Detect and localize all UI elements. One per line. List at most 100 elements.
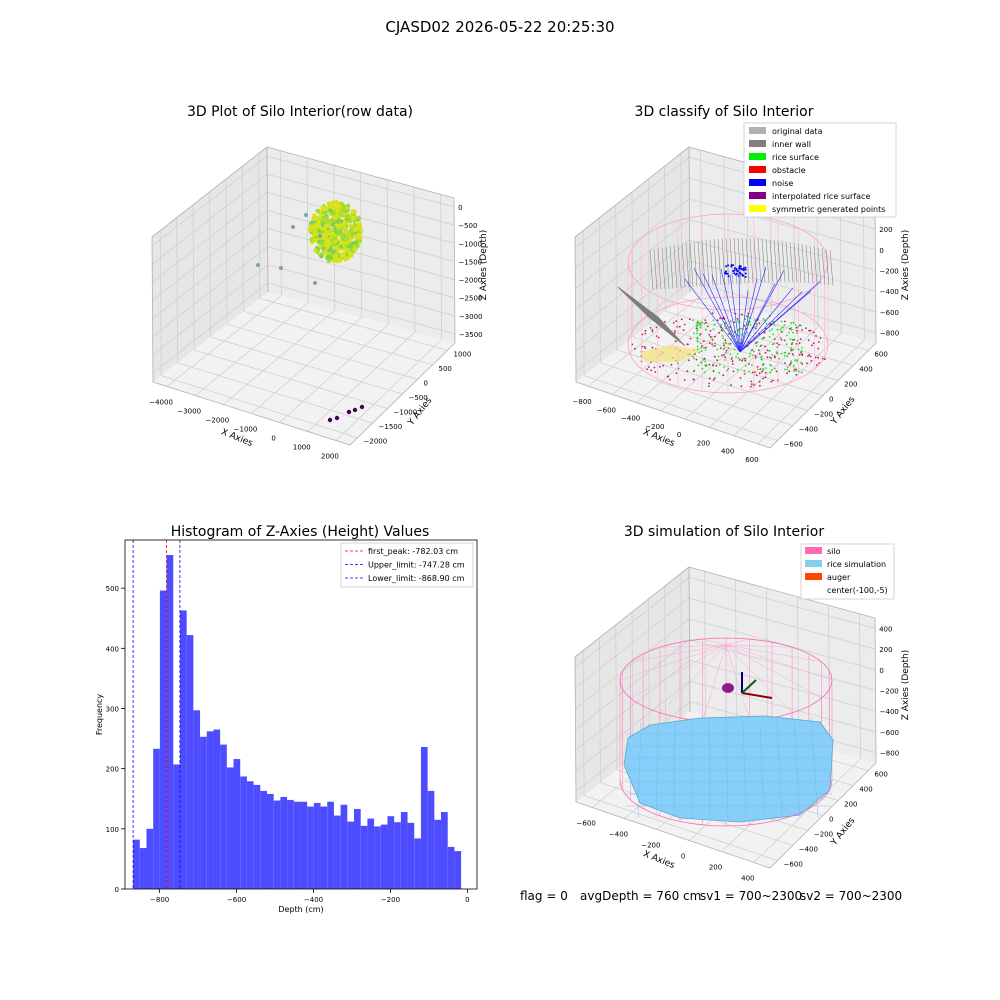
plot3-title: Histogram of Z-Axies (Height) Values — [170, 524, 430, 540]
plot4-title: 3D simulation of Silo Interior — [623, 524, 825, 540]
c1-xtick: −4000 — [149, 399, 173, 407]
c2-interp-point — [724, 356, 727, 359]
c1-point — [344, 229, 349, 235]
c2-interp-point — [758, 322, 761, 324]
avg-depth-text: avgDepth = 760 cm — [580, 889, 702, 903]
c2-rice-point — [750, 349, 753, 352]
c1-grid-y — [259, 298, 448, 351]
c1-outlier — [256, 263, 260, 267]
c2-interp-point — [808, 329, 810, 332]
c1-floor-pane — [153, 292, 455, 445]
c2-noise-point — [730, 264, 733, 266]
c2-interp-point — [817, 356, 819, 359]
c4-rice-mesh — [673, 720, 676, 819]
c1-point — [356, 215, 361, 221]
c2-interp-point — [784, 320, 786, 323]
c2-wall-strand — [801, 244, 806, 283]
c2-rice-point — [744, 364, 747, 367]
c2-interp-point — [733, 321, 736, 324]
c2-rice-point — [699, 326, 702, 329]
c2-rice-point — [765, 322, 768, 325]
y-tick-label: 400 — [106, 645, 119, 653]
c1-point — [346, 248, 351, 254]
c2-interp-point — [732, 363, 734, 365]
c2-interp-point — [789, 363, 791, 366]
c2-ytick: −200 — [814, 411, 833, 419]
y-tick-label: 100 — [106, 826, 119, 834]
c2-rice-point — [700, 346, 703, 349]
c2-rice-point — [794, 359, 796, 362]
c2-grid-y — [665, 310, 854, 366]
c2-noise-ray — [693, 268, 741, 353]
c2-rice-point — [737, 321, 740, 324]
c2-ztick: −400 — [880, 288, 899, 296]
c2-wall-strand — [817, 247, 822, 285]
histogram-bar — [387, 816, 395, 889]
histogram-bar — [447, 846, 455, 889]
c2-wall-strand — [681, 243, 686, 288]
c2-wall-strand — [753, 238, 758, 283]
histogram-bar — [273, 800, 281, 889]
c2-interp-point — [763, 331, 766, 334]
c2-rice-point — [801, 371, 803, 374]
c1-ztick: −1500 — [458, 258, 482, 266]
c2-wall-strand — [653, 249, 658, 290]
histogram-bar — [287, 799, 294, 889]
c2-interp-point — [799, 338, 802, 340]
c2-interp-point — [707, 325, 709, 328]
c2-interp-point — [805, 327, 807, 329]
c2-rice-point — [796, 359, 799, 361]
c2-rice-point — [764, 367, 767, 369]
c1-grid-y — [210, 336, 403, 395]
c2-interp-point — [810, 360, 813, 362]
histogram-bar — [307, 806, 314, 889]
c4-edge-left — [574, 656, 577, 803]
c1-grid-y-left — [225, 179, 228, 325]
histogram-legend-label: Lower_limit: -868.90 cm — [368, 574, 465, 583]
c4-ztick: −800 — [880, 750, 899, 758]
c2-rice-point — [773, 324, 776, 326]
c2-rice-point — [771, 353, 774, 356]
c2-noise-point — [735, 269, 738, 272]
c2-wall-strand — [685, 242, 690, 288]
c2-noise-point — [742, 269, 745, 272]
y-tick-label: 300 — [106, 705, 119, 713]
c2-noise-ray — [702, 273, 741, 353]
c2-noise-point — [732, 264, 735, 267]
c1-point — [313, 248, 318, 253]
c1-xtick: 0 — [271, 435, 275, 443]
c2-rice-point — [745, 357, 747, 360]
c1-outlier — [304, 213, 308, 217]
c2-interp-point — [704, 319, 707, 321]
c2-interp-point — [674, 330, 676, 332]
c2-wall-strand — [713, 239, 718, 286]
flag-text: flag = 0 — [520, 889, 568, 903]
c2-noise-ray — [720, 269, 741, 353]
c2-rice-point — [792, 354, 795, 357]
c2-interp-point — [678, 325, 681, 328]
c2-interp-point — [741, 313, 743, 316]
c2-interp-point — [755, 327, 757, 330]
c2-legend-swatch — [749, 166, 766, 173]
c2-interp-point — [675, 320, 678, 323]
c2-rice-point — [718, 371, 721, 374]
c1-outlier — [279, 266, 283, 270]
c2-interp-point — [784, 362, 786, 364]
c2-rice-point — [724, 359, 726, 361]
c2-interp-point — [806, 362, 808, 365]
histogram-bar — [407, 822, 415, 889]
c1-grid-y-left — [209, 191, 211, 338]
depth-histogram: −800 −600 −400 −200 0 0 100 200 300 400 500 Depth (… — [95, 539, 478, 914]
c2-interp-point — [808, 353, 811, 356]
c2-ytick: 400 — [859, 366, 872, 374]
c2-wall-strand — [781, 241, 786, 283]
c1-point — [355, 244, 360, 249]
c2-interp-point — [815, 364, 818, 366]
c2-interp-point — [727, 368, 730, 370]
c2-wall-strand — [701, 240, 706, 287]
c1-point — [331, 236, 336, 241]
c2-interp-point — [778, 343, 780, 346]
c2-interp-point — [651, 330, 654, 333]
histogram-bar — [380, 824, 388, 889]
y-tick-label: 0 — [115, 886, 119, 894]
